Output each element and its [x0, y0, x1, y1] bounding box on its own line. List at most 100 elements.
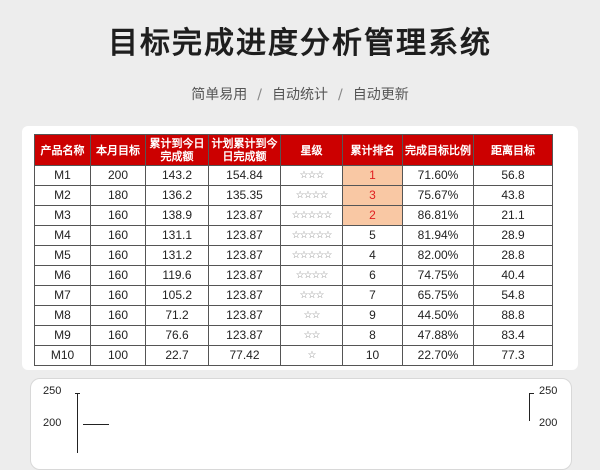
col-header-plan: 计划累计到今日完成额 [208, 134, 281, 166]
cell-stars: ☆☆☆☆☆ [280, 205, 343, 226]
cell-target: 160 [90, 265, 146, 286]
cell-target: 160 [90, 245, 146, 266]
cell-gap: 83.4 [473, 325, 553, 346]
cell-plan: 123.87 [208, 325, 281, 346]
cell-product: M1 [34, 165, 91, 186]
cell-ratio: 86.81% [402, 205, 474, 226]
cell-stars: ☆☆☆☆☆ [280, 225, 343, 246]
cell-done: 143.2 [145, 165, 209, 186]
cell-product: M8 [34, 305, 91, 326]
cell-product: M6 [34, 265, 91, 286]
col-header-target: 本月目标 [90, 134, 146, 166]
cell-gap: 40.4 [473, 265, 553, 286]
cell-rank: 7 [342, 285, 403, 306]
cell-plan: 77.42 [208, 345, 281, 366]
cell-target: 160 [90, 325, 146, 346]
cell-product: M4 [34, 225, 91, 246]
left-axis-tick: 250 [43, 385, 62, 397]
tagline-separator: / [257, 87, 262, 103]
cell-done: 119.6 [145, 265, 209, 286]
cell-rank: 1 [342, 165, 403, 186]
cell-target: 180 [90, 185, 146, 206]
cell-target: 160 [90, 225, 146, 246]
cell-ratio: 22.70% [402, 345, 474, 366]
cell-product: M10 [34, 345, 91, 366]
table-row: M6 160 119.6 123.87 ☆☆☆☆ 6 74.75% 40.4 [34, 265, 553, 286]
cell-gap: 88.8 [473, 305, 553, 326]
cell-plan: 123.87 [208, 245, 281, 266]
cell-target: 160 [90, 205, 146, 226]
cell-ratio: 81.94% [402, 225, 474, 246]
cell-plan: 123.87 [208, 285, 281, 306]
right-axis-tick: 200 [539, 417, 558, 429]
cell-rank: 4 [342, 245, 403, 266]
cell-gap: 28.8 [473, 245, 553, 266]
left-axis-tick: 200 [43, 417, 62, 429]
tagline-separator: / [338, 87, 343, 103]
right-axis-tick-mark [529, 393, 534, 394]
col-header-gap: 距离目标 [473, 134, 553, 166]
table-row: M2 180 136.2 135.35 ☆☆☆☆ 3 75.67% 43.8 [34, 185, 553, 206]
cell-target: 100 [90, 345, 146, 366]
cell-stars: ☆☆☆ [280, 285, 343, 306]
cell-stars: ☆ [280, 345, 343, 366]
left-axis-tick-mark [75, 393, 80, 394]
cell-plan: 123.87 [208, 225, 281, 246]
cell-rank: 8 [342, 325, 403, 346]
cell-stars: ☆☆☆ [280, 165, 343, 186]
cell-done: 138.9 [145, 205, 209, 226]
cell-ratio: 74.75% [402, 265, 474, 286]
cell-stars: ☆☆☆☆ [280, 265, 343, 286]
progress-table: 产品名称 本月目标 累计到今日完成额 计划累计到今日完成额 星级 累计排名 完成… [34, 134, 553, 366]
cell-gap: 43.8 [473, 185, 553, 206]
left-axis-line [77, 393, 78, 453]
col-header-done: 累计到今日完成额 [145, 134, 209, 166]
cell-done: 105.2 [145, 285, 209, 306]
cell-product: M3 [34, 205, 91, 226]
col-header-stars: 星级 [280, 134, 343, 166]
cell-rank: 9 [342, 305, 403, 326]
cell-gap: 77.3 [473, 345, 553, 366]
chart-bar-top [83, 424, 109, 425]
cell-ratio: 75.67% [402, 185, 474, 206]
col-header-product: 产品名称 [34, 134, 91, 166]
page-title: 目标完成进度分析管理系统 [108, 26, 492, 61]
cell-target: 160 [90, 305, 146, 326]
cell-done: 22.7 [145, 345, 209, 366]
cell-ratio: 44.50% [402, 305, 474, 326]
cell-product: M7 [34, 285, 91, 306]
right-axis-line [529, 393, 530, 421]
col-header-rank: 累计排名 [342, 134, 403, 166]
cell-product: M2 [34, 185, 91, 206]
cell-ratio: 65.75% [402, 285, 474, 306]
cell-gap: 54.8 [473, 285, 553, 306]
cell-rank: 6 [342, 265, 403, 286]
table-row: M10 100 22.7 77.42 ☆ 10 22.70% 77.3 [34, 345, 553, 366]
feature-tagline: 简单易用 / 自动统计 / 自动更新 [0, 84, 600, 104]
cell-product: M9 [34, 325, 91, 346]
cell-plan: 154.84 [208, 165, 281, 186]
tagline-auto-update: 自动更新 [352, 87, 409, 103]
cell-rank: 2 [342, 205, 403, 226]
tagline-auto-stats: 自动统计 [272, 87, 328, 103]
cell-stars: ☆☆☆☆ [280, 185, 343, 206]
cell-plan: 123.87 [208, 305, 281, 326]
col-header-ratio: 完成目标比例 [402, 134, 474, 166]
table-row: M8 160 71.2 123.87 ☆☆ 9 44.50% 88.8 [34, 305, 553, 326]
cell-rank: 5 [342, 225, 403, 246]
cell-stars: ☆☆☆☆☆ [280, 245, 343, 266]
cell-done: 131.1 [145, 225, 209, 246]
table-row: M7 160 105.2 123.87 ☆☆☆ 7 65.75% 54.8 [34, 285, 553, 306]
cell-target: 160 [90, 285, 146, 306]
cell-plan: 135.35 [208, 185, 281, 206]
tagline-easy: 简单易用 [191, 87, 248, 103]
cell-done: 136.2 [145, 185, 209, 206]
cell-gap: 28.9 [473, 225, 553, 246]
table-row: M1 200 143.2 154.84 ☆☆☆ 1 71.60% 56.8 [34, 165, 553, 186]
cell-ratio: 47.88% [402, 325, 474, 346]
table-row: M9 160 76.6 123.87 ☆☆ 8 47.88% 83.4 [34, 325, 553, 346]
chart-card: 250 200 250 200 [30, 378, 572, 470]
cell-plan: 123.87 [208, 265, 281, 286]
cell-gap: 56.8 [473, 165, 553, 186]
cell-ratio: 82.00% [402, 245, 474, 266]
